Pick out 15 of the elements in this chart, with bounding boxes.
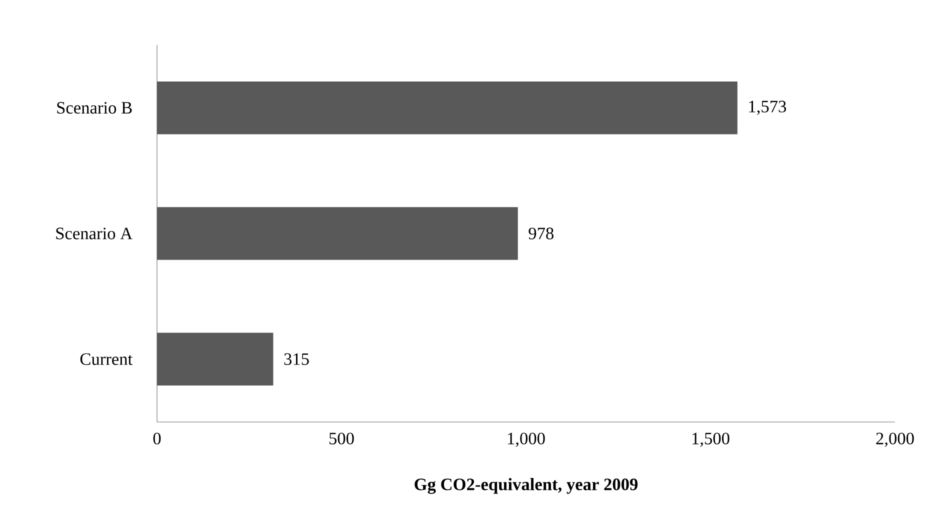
- y-tick-label: Current: [80, 353, 132, 365]
- data-label: 978: [528, 228, 554, 240]
- x-tick-label: 1,000: [508, 432, 545, 447]
- bar: [157, 332, 274, 386]
- bar: [157, 207, 518, 260]
- x-tick-label: 1,500: [692, 432, 730, 447]
- x-tick-label: 0: [153, 432, 161, 444]
- data-label: 1,573: [749, 100, 786, 115]
- x-axis-title: Gg CO2-equivalent, year 2009: [414, 478, 638, 494]
- y-tick-label: Scenario A: [56, 228, 132, 240]
- x-tick-label: 2,000: [876, 432, 914, 447]
- data-label: 315: [284, 353, 309, 365]
- x-tick-label: 500: [330, 432, 354, 444]
- bar: [157, 81, 738, 134]
- y-tick-label: Scenario B: [57, 102, 132, 114]
